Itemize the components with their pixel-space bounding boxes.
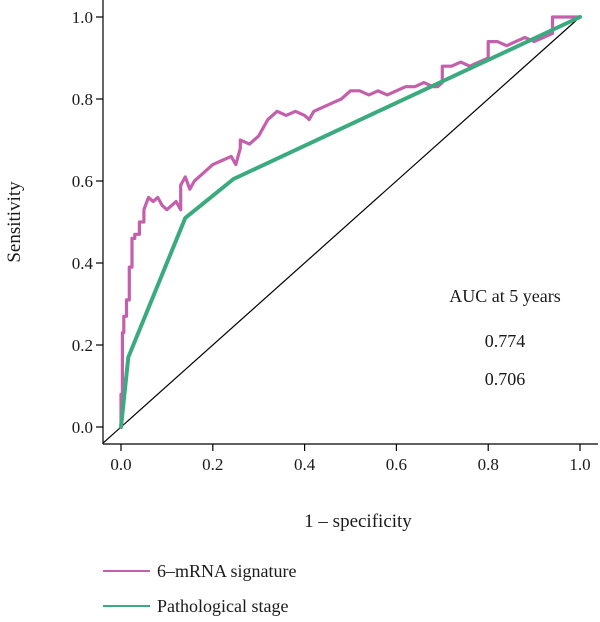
y-axis-title: Sensitivity: [4, 181, 25, 263]
x-tick-label: 0.2: [202, 455, 223, 474]
x-tick-label: 0.6: [386, 455, 407, 474]
auc-annotation: AUC at 5 years 0.774 0.706: [449, 286, 560, 389]
x-axis-title: 1 – specificity: [304, 511, 412, 532]
y-tick-label: 1.0: [72, 8, 93, 27]
reference-diagonal: [102, 16, 581, 444]
y-tick-label: 0.6: [72, 172, 93, 191]
legend: 6–mRNA signature Pathological stage: [103, 561, 297, 616]
plot-area: [102, 0, 598, 445]
x-tick-label: 0.0: [110, 455, 131, 474]
x-tick-label: 0.8: [478, 455, 499, 474]
y-tick-label: 0.0: [72, 418, 93, 437]
auc-header: AUC at 5 years: [449, 286, 560, 306]
tick-layer: 0.0 0.2 0.4 0.6 0.8 1.0 0.0 0.2 0.4 0.6 0.8 1.0: [72, 8, 591, 474]
auc-value-stage: 0.706: [485, 369, 526, 389]
legend-label-stage: Pathological stage: [157, 596, 288, 616]
x-tick-label: 1.0: [569, 455, 590, 474]
series-line-pathological-stage: [119, 15, 582, 429]
y-tick-label: 0.4: [72, 254, 94, 273]
x-tick-label: 0.4: [294, 455, 316, 474]
y-tick-label: 0.2: [72, 336, 93, 355]
legend-label-signature: 6–mRNA signature: [157, 561, 297, 581]
y-tick-label: 0.8: [72, 90, 93, 109]
auc-value-signature: 0.774: [485, 331, 526, 351]
